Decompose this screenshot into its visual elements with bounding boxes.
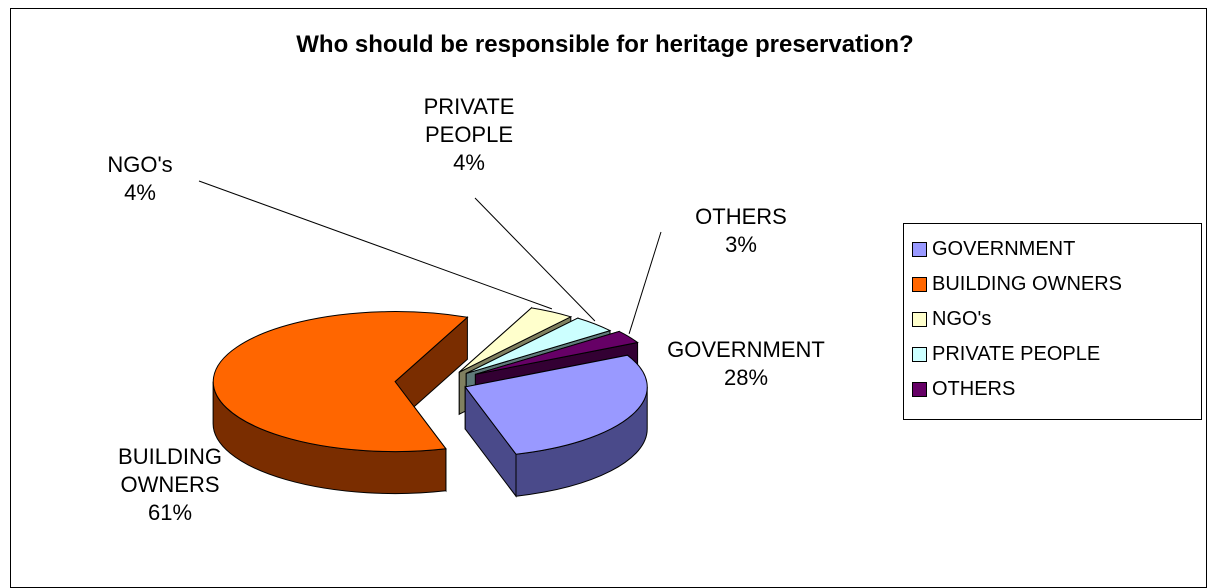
data-label-building-owners-value: 61% xyxy=(147,500,193,525)
data-label-government: GOVERNMENT 28% xyxy=(636,336,856,392)
leader-line-private-people xyxy=(474,197,596,322)
pie-slice-building-owners-top xyxy=(212,311,469,453)
legend-swatch-ngos xyxy=(912,312,927,327)
legend-item-building-owners: BUILDING OWNERS xyxy=(904,267,1201,302)
pie-slice-private-people-top xyxy=(465,317,612,374)
data-label-government-name: GOVERNMENT xyxy=(667,337,825,362)
legend-swatch-private-people xyxy=(912,347,927,362)
legend-swatch-building-owners xyxy=(912,277,927,292)
data-label-building-owners-name: BUILDING OWNERS xyxy=(118,444,222,497)
data-label-others: OTHERS 3% xyxy=(656,203,826,259)
legend-item-government: GOVERNMENT xyxy=(904,232,1201,267)
legend-label-government: GOVERNMENT xyxy=(932,238,1076,260)
leader-line-others xyxy=(628,231,662,334)
data-label-government-value: 28% xyxy=(723,365,769,390)
leader-line-ngos xyxy=(198,180,553,310)
data-label-others-name: OTHERS xyxy=(695,204,787,229)
data-label-building-owners: BUILDING OWNERS 61% xyxy=(95,443,245,527)
legend-label-private-people: PRIVATE PEOPLE xyxy=(932,343,1101,365)
legend-label-building-owners: BUILDING OWNERS xyxy=(932,273,1123,295)
chart-title: Who should be responsible for heritage p… xyxy=(296,31,914,58)
pie-slice-others-top xyxy=(475,330,639,375)
data-label-ngos-name: NGO's xyxy=(107,152,173,177)
data-label-ngos-value: 4% xyxy=(124,180,156,205)
data-label-private-people: PRIVATE PEOPLE 4% xyxy=(394,93,544,177)
data-label-ngos: NGO's 4% xyxy=(95,151,185,207)
legend-item-private-people: PRIVATE PEOPLE xyxy=(904,337,1201,372)
data-label-private-people-value: 4% xyxy=(453,150,485,175)
legend: GOVERNMENT BUILDING OWNERS NGO's PRIVATE… xyxy=(903,223,1202,420)
legend-item-ngos: NGO's xyxy=(904,302,1201,337)
legend-label-ngos: NGO's xyxy=(932,308,992,330)
legend-swatch-government xyxy=(912,242,927,257)
pie-slice-government-top xyxy=(464,354,648,455)
legend-item-others: OTHERS xyxy=(904,372,1201,407)
legend-label-others: OTHERS xyxy=(932,378,1016,400)
legend-swatch-others xyxy=(912,382,927,397)
pie-chart xyxy=(198,180,662,498)
data-label-private-people-name: PRIVATE PEOPLE xyxy=(423,94,515,147)
pie-slice-ngos-top xyxy=(458,307,573,373)
pie-slice-government xyxy=(464,354,648,498)
pie-slice-building-owners xyxy=(212,311,469,495)
data-label-others-value: 3% xyxy=(725,232,757,257)
